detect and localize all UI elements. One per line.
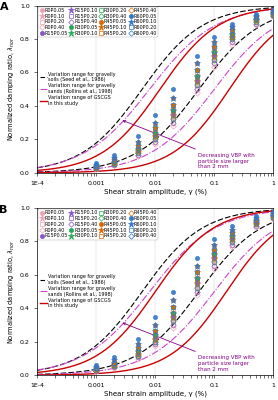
Text: Decreasing VBP with
particle size larger
than 2 mm: Decreasing VBP with particle size larger… (123, 323, 254, 372)
Legend: Variation range for gravelly
soils (Seed et al., 1986), Variation range for grav: Variation range for gravelly soils (Seed… (38, 70, 117, 107)
Y-axis label: Normalized damping ratio, $\lambda_{nor}$: Normalized damping ratio, $\lambda_{nor}… (7, 240, 17, 344)
Text: Decreasing VBP with
particle size larger
than 2 mm: Decreasing VBP with particle size larger… (123, 120, 254, 169)
Legend: Variation range for gravelly
soils (Seed et al., 1986), Variation range for grav: Variation range for gravelly soils (Seed… (38, 272, 117, 310)
Text: A: A (0, 2, 8, 12)
X-axis label: Shear strain amplitude, γ (%): Shear strain amplitude, γ (%) (104, 391, 207, 397)
Y-axis label: Normalized damping ratio, $\lambda_{nor}$: Normalized damping ratio, $\lambda_{nor}… (7, 37, 17, 142)
Text: B: B (0, 205, 8, 215)
X-axis label: Shear strain amplitude, γ (%): Shear strain amplitude, γ (%) (104, 188, 207, 195)
